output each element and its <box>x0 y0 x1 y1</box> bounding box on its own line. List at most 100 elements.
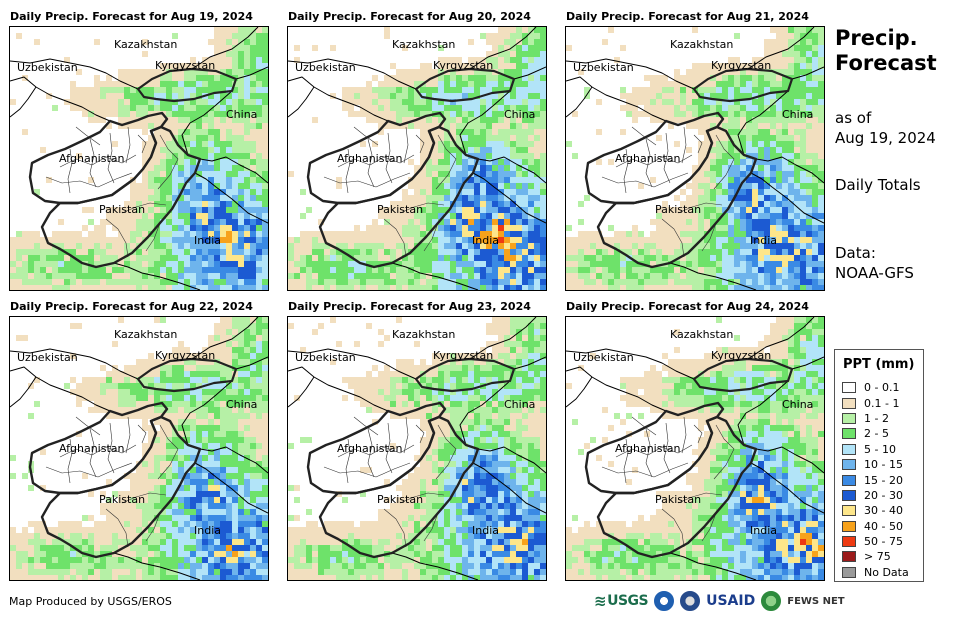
precip-cell <box>728 213 734 219</box>
precip-cell <box>184 207 190 213</box>
precip-cell <box>468 81 474 87</box>
precip-cell <box>390 123 396 129</box>
precip-cell <box>522 57 528 63</box>
precip-cell <box>492 123 498 129</box>
precip-cell <box>220 437 226 443</box>
precip-cell <box>262 377 268 383</box>
precip-cell <box>262 51 268 57</box>
precip-cell <box>734 63 740 69</box>
precip-cell <box>336 261 342 267</box>
precip-cell <box>166 455 172 461</box>
precip-cell <box>704 249 710 255</box>
precip-cell <box>788 123 794 129</box>
precip-cell <box>614 231 620 237</box>
precip-cell <box>262 437 268 443</box>
precip-cell <box>190 479 196 485</box>
precip-cell <box>782 129 788 135</box>
precip-cell <box>318 231 324 237</box>
precip-cell <box>136 123 142 129</box>
precip-cell <box>160 545 166 551</box>
precip-cell <box>656 285 662 290</box>
precip-cell <box>142 461 148 467</box>
precip-cell <box>522 285 528 290</box>
precip-cell <box>770 249 776 255</box>
precip-cell <box>262 485 268 491</box>
precip-cell <box>172 129 178 135</box>
precip-cell <box>818 267 824 273</box>
precip-cell <box>420 255 426 261</box>
precip-cell <box>716 261 722 267</box>
precip-cell <box>468 201 474 207</box>
precip-cell <box>244 27 250 33</box>
precip-cell <box>650 117 656 123</box>
precip-cell <box>148 461 154 467</box>
precip-cell <box>196 509 202 515</box>
precip-cell <box>758 267 764 273</box>
precip-cell <box>746 123 752 129</box>
precip-cell <box>184 141 190 147</box>
precip-cell <box>238 243 244 249</box>
precip-cell <box>710 135 716 141</box>
precip-cell <box>800 135 806 141</box>
precip-cell <box>818 117 824 123</box>
precip-cell <box>396 93 402 99</box>
precip-cell <box>728 117 734 123</box>
precip-cell <box>704 201 710 207</box>
precip-cell <box>632 237 638 243</box>
precip-cell <box>656 135 662 141</box>
precip-cell <box>492 165 498 171</box>
precip-cell <box>710 267 716 273</box>
precip-cell <box>58 575 64 580</box>
precip-cell <box>220 135 226 141</box>
map-label-china: China <box>782 108 813 121</box>
precip-cell <box>238 87 244 93</box>
precip-cell <box>444 75 450 81</box>
precip-cell <box>740 81 746 87</box>
precip-cell <box>202 461 208 467</box>
precip-cell <box>160 419 166 425</box>
precip-cell <box>220 545 226 551</box>
precip-cell <box>256 189 262 195</box>
precip-cell <box>818 159 824 165</box>
precip-cell <box>342 273 348 279</box>
precip-cell <box>800 159 806 165</box>
precip-cell <box>58 219 64 225</box>
precip-cell <box>94 39 100 45</box>
precip-cell <box>462 261 468 267</box>
precip-cell <box>256 455 262 461</box>
precip-cell <box>764 201 770 207</box>
precip-cell <box>100 569 106 575</box>
precip-cell <box>112 207 118 213</box>
precip-cell <box>692 27 698 33</box>
precip-cell <box>438 147 444 153</box>
precip-cell <box>818 69 824 75</box>
precip-cell <box>166 527 172 533</box>
precip-cell <box>438 261 444 267</box>
precip-cell <box>438 219 444 225</box>
precip-cell <box>602 273 608 279</box>
precip-cell <box>764 81 770 87</box>
precip-cell <box>438 195 444 201</box>
precip-cell <box>184 401 190 407</box>
precip-cell <box>626 285 632 290</box>
precip-cell <box>154 365 160 371</box>
precip-cell <box>438 159 444 165</box>
precip-cell <box>118 317 124 323</box>
precip-cell <box>40 545 46 551</box>
precip-cell <box>154 467 160 473</box>
precip-cell <box>184 467 190 473</box>
precip-cell <box>202 473 208 479</box>
precip-cell <box>262 111 268 117</box>
precip-cell <box>40 249 46 255</box>
precip-cell <box>10 273 16 279</box>
precip-cell <box>414 69 420 75</box>
precip-cell <box>232 93 238 99</box>
precip-cell <box>764 153 770 159</box>
precip-cell <box>10 539 16 545</box>
precip-cell <box>10 285 16 290</box>
precip-cell <box>366 267 372 273</box>
precip-cell <box>770 165 776 171</box>
precip-cell <box>492 105 498 111</box>
precip-cell <box>812 153 818 159</box>
precip-cell <box>256 195 262 201</box>
